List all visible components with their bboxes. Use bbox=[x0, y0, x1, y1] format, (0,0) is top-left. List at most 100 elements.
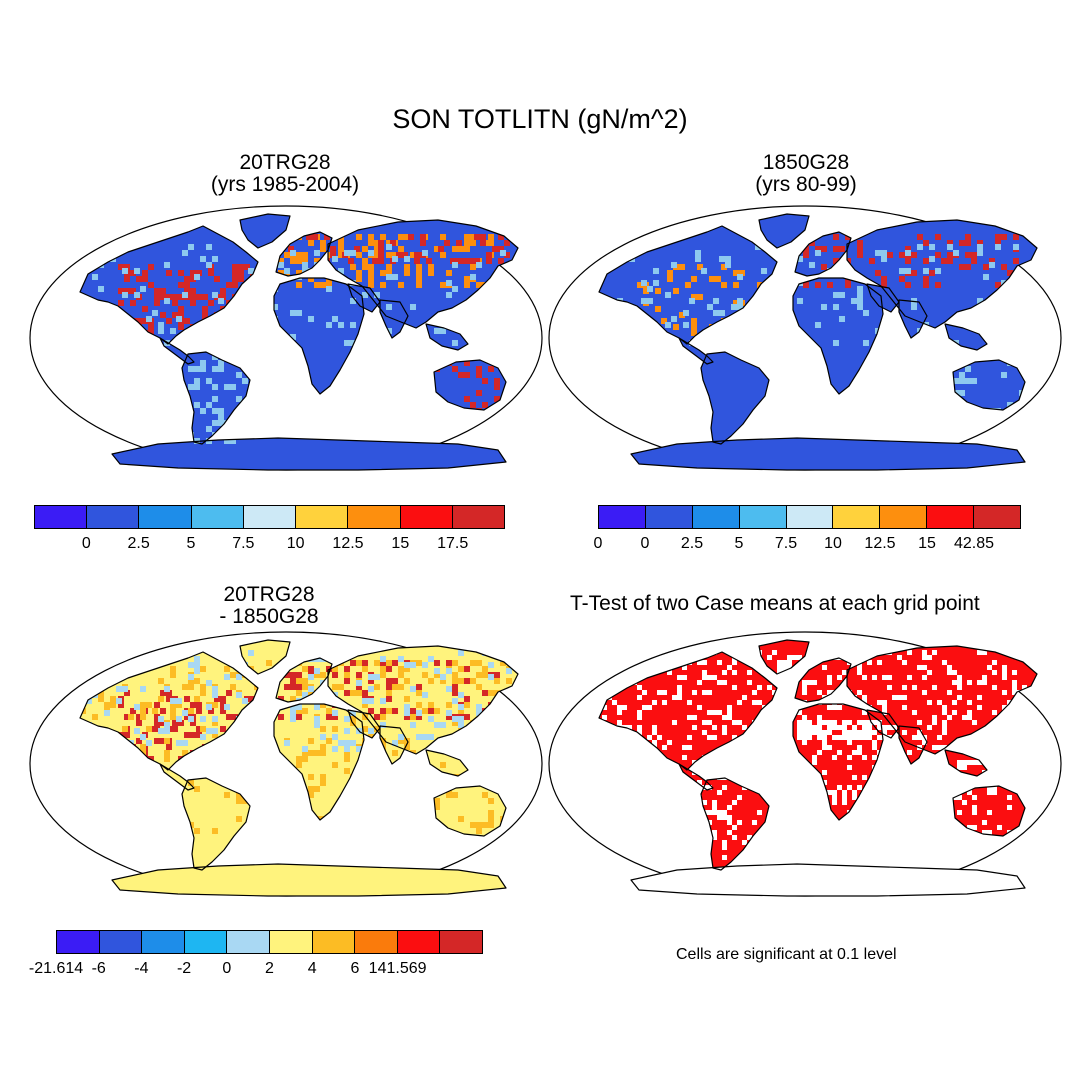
coastline-europe bbox=[794, 231, 852, 277]
coastline-south-america bbox=[700, 351, 770, 445]
coastline-europe bbox=[275, 657, 333, 703]
coastline-arabia bbox=[866, 709, 900, 739]
colorbar-box bbox=[139, 506, 192, 528]
colorbar-box bbox=[599, 506, 646, 528]
coastline-arabia bbox=[866, 283, 900, 313]
colorbar-tick-label: 2.5 bbox=[127, 535, 150, 552]
coastline-africa bbox=[792, 277, 884, 395]
coastline-south-america bbox=[181, 351, 251, 445]
coastline-central-america bbox=[159, 763, 195, 791]
coastline-europe bbox=[794, 657, 852, 703]
colorbar-box bbox=[227, 931, 270, 953]
colorbar-tick-label: 15 bbox=[918, 535, 936, 552]
coastline-australia bbox=[433, 785, 507, 837]
coastline-central-america bbox=[678, 337, 714, 365]
colorbar-tick-label: 2.5 bbox=[680, 535, 704, 552]
land-antarctica bbox=[112, 864, 506, 896]
colorbar-box bbox=[243, 506, 297, 528]
land-greenland bbox=[759, 214, 809, 248]
coastline-india bbox=[898, 725, 928, 765]
colorbar-box bbox=[974, 506, 1021, 528]
colorbar-tick-label: 12.5 bbox=[864, 535, 896, 552]
coastline-se-asia bbox=[944, 323, 988, 351]
panel-case1-name: 20TRG28 bbox=[239, 151, 331, 174]
land-central-america bbox=[160, 764, 194, 790]
colorbar-case2-labels: 0 0 2.5 5 7.5 10 12.5 15 42.85 bbox=[594, 535, 1021, 555]
colorbar-box bbox=[87, 506, 140, 528]
colorbar-tick-label: 4 bbox=[307, 960, 317, 977]
coastline-south-america bbox=[700, 777, 770, 871]
land-greenland bbox=[759, 640, 809, 674]
coastline-arabia bbox=[347, 283, 381, 313]
coastline-antarctica bbox=[111, 863, 507, 897]
colorbar-tick-label: -21.614 bbox=[28, 960, 84, 977]
colorbar-case1-labels: 0 2.5 5 7.5 10 12.5 15 17.5 bbox=[34, 535, 505, 555]
colorbar-tick-label: 10 bbox=[286, 535, 305, 552]
land-central-america bbox=[679, 764, 713, 790]
coastline-australia bbox=[952, 785, 1026, 837]
panel-title-case1: 20TRG28 (yrs 1985-2004) bbox=[135, 152, 435, 196]
coastline-north-america bbox=[79, 225, 259, 345]
land-north-america bbox=[80, 652, 258, 770]
coastline-north-america bbox=[598, 225, 778, 345]
panel-title-ttest: T-Test of two Case means at each grid po… bbox=[570, 592, 980, 615]
land-south-america bbox=[182, 778, 250, 870]
land-africa bbox=[274, 704, 364, 820]
coastline-africa bbox=[273, 703, 365, 821]
panel-title-case2: 1850G28 (yrs 80-99) bbox=[656, 152, 956, 196]
colorbar-tick-label: 10 bbox=[824, 535, 842, 552]
map-diff bbox=[29, 631, 543, 897]
colorbar-tick-label: 0 bbox=[640, 535, 650, 552]
colorbar-box bbox=[142, 931, 185, 953]
panel-case2-name: 1850G28 bbox=[762, 151, 850, 174]
colorbar-tick-label: 0 bbox=[593, 535, 603, 552]
colorbar-tick-label: 5 bbox=[186, 535, 196, 552]
colorbar-box bbox=[296, 506, 349, 528]
panel-diff-line1: 20TRG28 bbox=[223, 583, 315, 606]
colorbar-tick-label: 7.5 bbox=[774, 535, 798, 552]
colorbar-tick-label: 141.569 bbox=[368, 960, 427, 977]
colorbar-tick-label: 2 bbox=[265, 960, 274, 977]
coastline-antarctica bbox=[630, 437, 1026, 471]
coastline-greenland bbox=[239, 213, 291, 249]
coastline-greenland bbox=[758, 639, 810, 675]
coastline-central-america bbox=[159, 337, 195, 365]
colorbar-tick-label: 6 bbox=[350, 960, 360, 977]
land-central-america bbox=[679, 338, 713, 364]
land-australia bbox=[434, 360, 506, 410]
coastline-asia bbox=[327, 219, 519, 329]
colorbar-diff bbox=[56, 930, 483, 954]
coastline-asia bbox=[846, 219, 1038, 329]
coastline-central-america bbox=[678, 763, 714, 791]
coastline-india bbox=[379, 725, 409, 765]
colorbar-box bbox=[35, 506, 88, 528]
panel-diff-line2: - 1850G28 bbox=[219, 605, 319, 628]
coastline-australia bbox=[952, 359, 1026, 411]
colorbar-box bbox=[833, 506, 881, 528]
colorbar-box bbox=[397, 931, 441, 953]
colorbar-box bbox=[348, 506, 401, 528]
coastline-asia bbox=[846, 645, 1038, 755]
colorbar-tick-label: 5 bbox=[734, 535, 744, 552]
colorbar-box bbox=[440, 931, 482, 953]
land-antarctica bbox=[112, 438, 506, 470]
colorbar-box bbox=[184, 931, 228, 953]
colorbar-tick-label: 42.85 bbox=[953, 535, 995, 552]
colorbar-box bbox=[400, 506, 453, 528]
map-case1 bbox=[29, 205, 543, 471]
colorbar-case2 bbox=[598, 505, 1021, 529]
panel-title-diff: 20TRG28 - 1850G28 bbox=[119, 584, 419, 628]
coastline-north-america bbox=[79, 651, 259, 771]
figure-title: SON TOTLITN (gN/m^2) bbox=[392, 104, 688, 134]
colorbar-box bbox=[355, 931, 398, 953]
land-africa bbox=[274, 278, 364, 394]
land-se-asia bbox=[426, 750, 468, 776]
colorbar-tick-label: -6 bbox=[91, 960, 106, 977]
colorbar-tick-label: 15 bbox=[391, 535, 410, 552]
colorbar-box bbox=[99, 931, 143, 953]
colorbar-tick-label: -2 bbox=[176, 960, 192, 977]
colorbar-case1 bbox=[34, 505, 505, 529]
colorbar-box bbox=[312, 931, 356, 953]
panel-case2-years: (yrs 80-99) bbox=[755, 173, 857, 196]
coastline-antarctica bbox=[111, 437, 507, 471]
